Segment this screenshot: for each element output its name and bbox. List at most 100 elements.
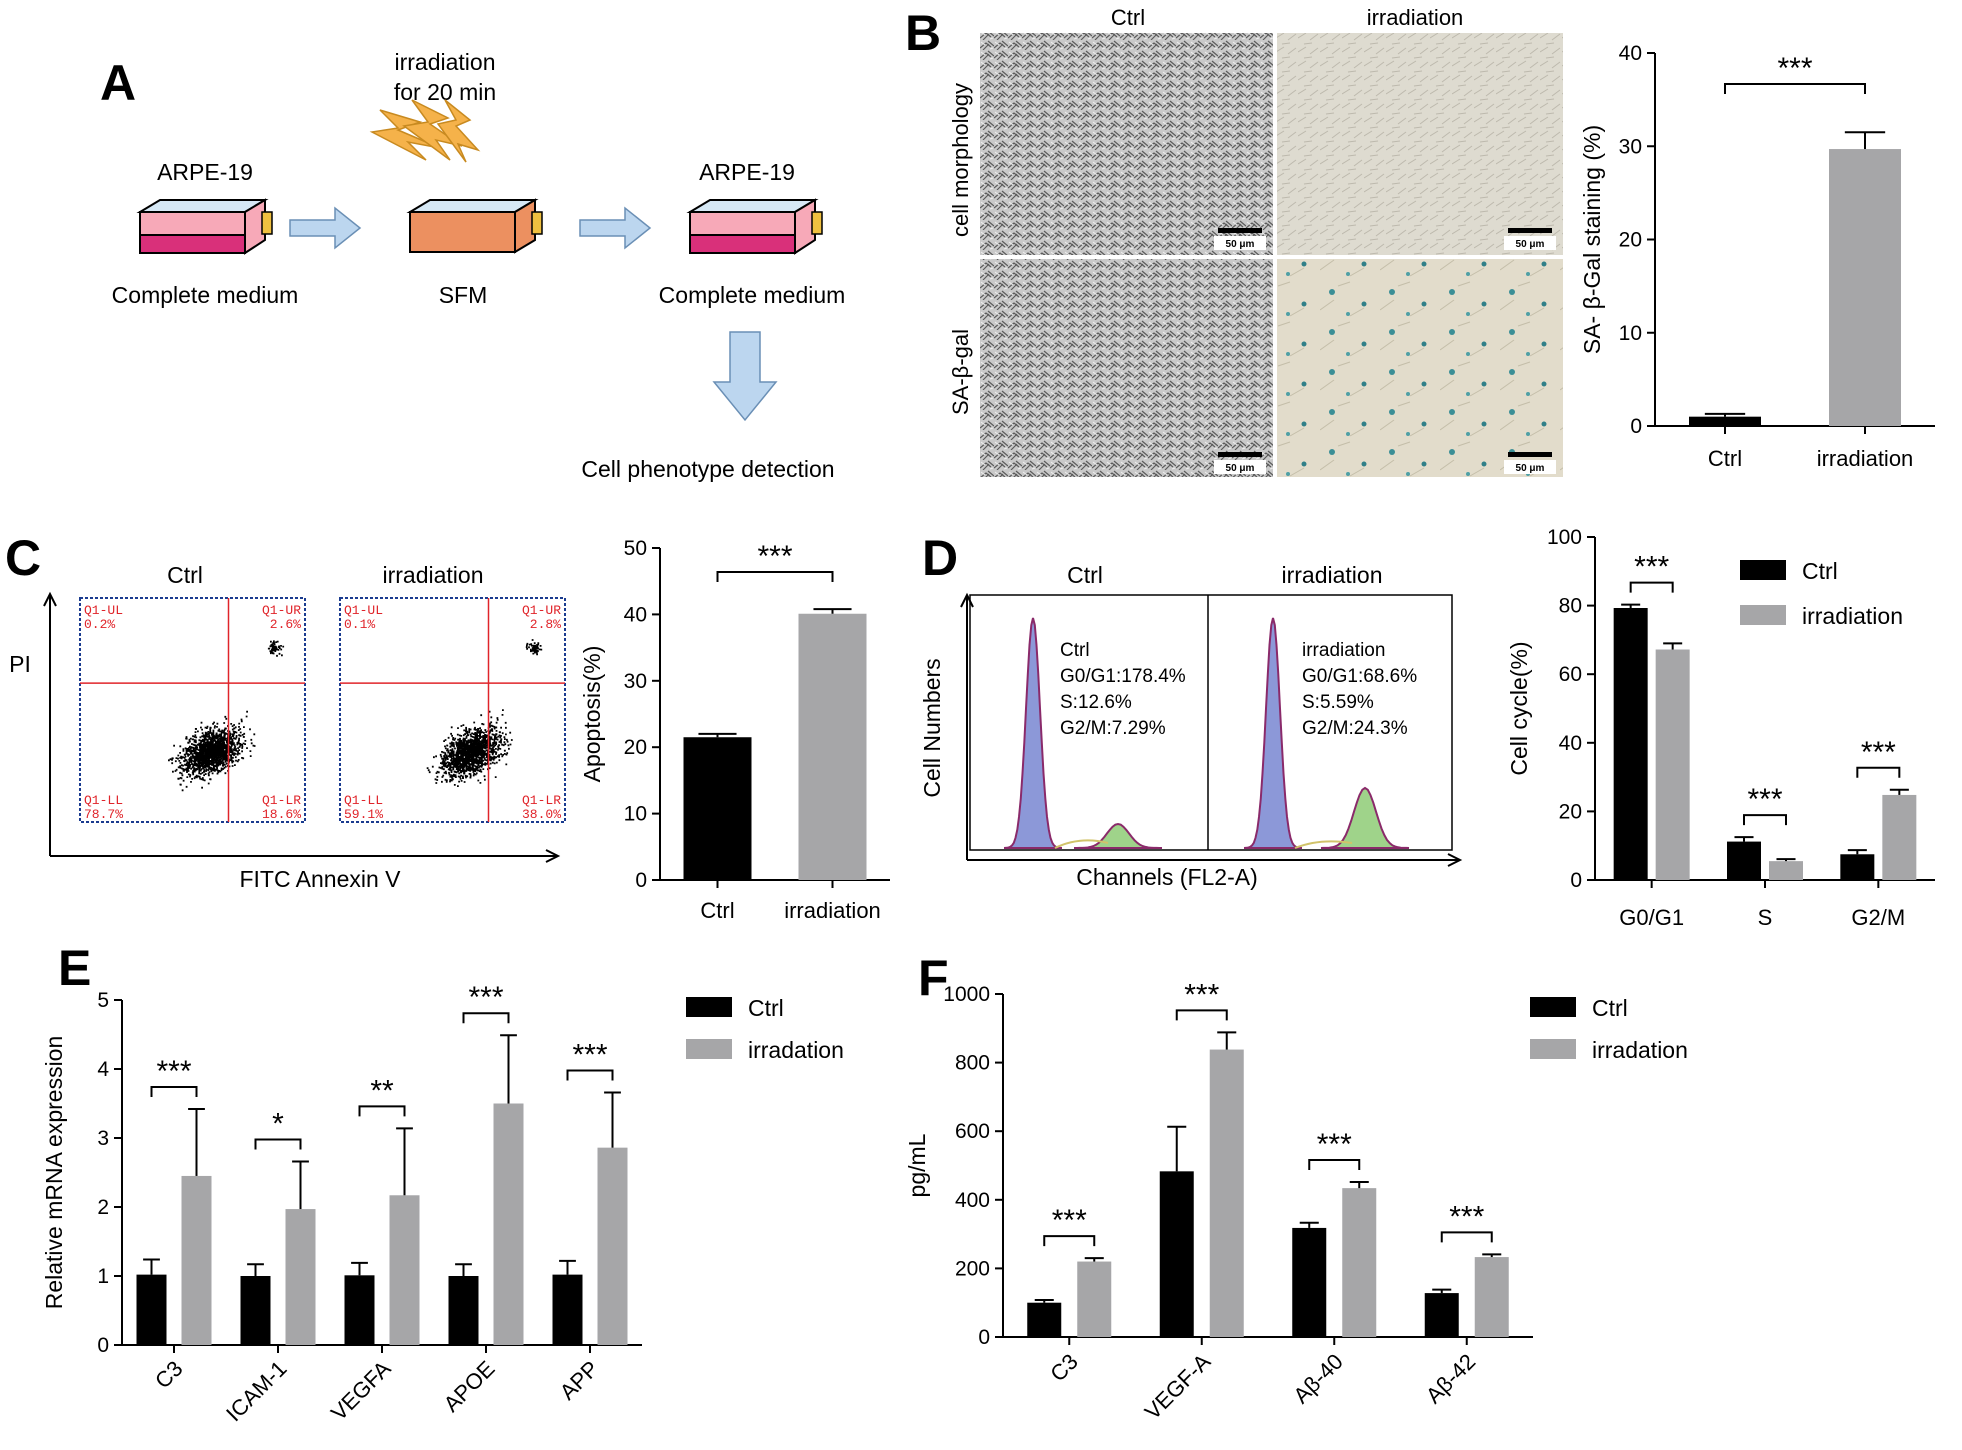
quadrant-label: 2.8% [530,617,561,632]
s-phase-ctrl [1054,839,1109,849]
quadrant-label: 0.2% [84,617,115,632]
flow-events [168,640,285,792]
significance-label: * [272,1107,284,1140]
micrograph-ctrl-morphology [980,33,1273,255]
right-arrow-icon-1 [289,206,362,250]
bar [493,1103,524,1345]
y-tick-label: 0 [97,1334,109,1357]
panel-e-letter: E [58,940,91,996]
legend-swatch [1530,1039,1576,1059]
quadrant-label: 18.6% [262,807,301,822]
micrograph-irr-sagal [1277,259,1563,477]
y-tick-label: 40 [1619,42,1642,65]
hist-x-arrow [1447,853,1463,867]
svg-text:50 μm: 50 μm [1226,239,1255,250]
flask-complete-medium-icon-2 [686,198,823,255]
bar [448,1276,479,1345]
legend-swatch [1740,605,1786,625]
bar [1689,416,1761,426]
significance-bracket [1308,1158,1361,1170]
x-tick-label: Aβ-42 [1421,1349,1480,1408]
legend-swatch [686,997,732,1017]
svg-text:S:12.6%: S:12.6% [1060,692,1132,713]
right-arrow-icon-2 [579,206,652,250]
flow-title-irr: irradiation [383,562,484,588]
hist-ylabel: Cell Numbers [919,658,945,797]
flask-complete-medium-icon [136,198,273,255]
y-axis-label: pg/mL [904,1133,930,1197]
down-arrow-icon [712,331,778,422]
y-tick-label: 4 [97,1058,109,1081]
hist-y-arrow [960,592,974,608]
panel-a: A irradiation for 20 min ARPE-19 Complet… [100,49,845,482]
bar [1159,1171,1194,1337]
svg-text:G2/M:24.3%: G2/M:24.3% [1302,718,1408,739]
x-tick-label: C3 [150,1356,188,1394]
y-tick-label: 10 [1619,322,1642,345]
significance-bracket [1629,581,1674,593]
significance-bracket [1440,1231,1493,1243]
y-tick-label: 60 [1559,663,1582,686]
significance-bracket [1743,814,1787,826]
bar [1829,149,1901,427]
y-axis-label: Relative mRNA expression [41,1036,67,1310]
svg-text:50 μm: 50 μm [1516,463,1545,474]
chart-b-sagal: 0 10 20 30 40 SA- β-Gal staining (%) Ctrl irrad… [1579,42,1935,471]
y-tick-label: 30 [1619,135,1642,158]
y-tick-label: 3 [97,1127,109,1150]
svg-text:irradiation: irradiation [1302,640,1385,661]
bar [240,1276,271,1345]
quadrant-label: 2.6% [270,617,301,632]
x-tick-label: S [1758,905,1773,930]
y-tick-label: 400 [955,1189,990,1212]
y-tick-label: 800 [955,1052,990,1075]
x-tick-label: irradiation [1817,446,1914,471]
micrograph-row-morphology: cell morphology [948,83,973,237]
bar [389,1195,420,1345]
y-axis-label: SA- β-Gal staining (%) [1579,125,1605,354]
x-tick-label: G0/G1 [1619,905,1684,930]
bar [798,613,867,880]
bar [552,1274,583,1345]
x-tick-label: G2/M [1851,905,1905,930]
significance-bracket [1043,1235,1096,1247]
scale-bar-1: 50 μm [1214,228,1266,250]
flow-axis-arrows [43,591,561,863]
legend-label: Ctrl [748,995,784,1021]
significance-label: *** [156,1055,191,1088]
g2m-peak-ctrl [1074,822,1162,849]
flow-frame [339,597,566,823]
svg-text:G2/M:7.29%: G2/M:7.29% [1060,718,1166,739]
bar [136,1274,167,1345]
significance-label: *** [1184,978,1219,1011]
legend-label: Ctrl [1802,558,1838,584]
quadrant-label: Q1-LR [522,793,561,808]
significance-label: *** [1634,551,1669,584]
quadrant-label: Q1-LL [344,793,383,808]
legend-label: Ctrl [1592,995,1628,1021]
y-tick-label: 100 [1547,526,1582,549]
significance-label: *** [468,981,503,1014]
quadrant-label: 59.1% [344,807,383,822]
phenotype-label: Cell phenotype detection [581,456,834,482]
y-tick-label: 200 [955,1257,990,1280]
panel-c-letter: C [5,530,41,586]
bar [1727,841,1761,880]
flow-ylabel: PI [9,651,31,677]
y-tick-label: 40 [1559,732,1582,755]
legend-swatch [1530,997,1576,1017]
significance-bracket [1175,1009,1228,1021]
y-axis-label: Apoptosis(%) [579,646,605,783]
legend-label: irradation [748,1037,844,1063]
significance-bracket [150,1086,198,1098]
flow-title-ctrl: Ctrl [167,562,203,588]
chart-f-elisa: 0 200 400 600 800 1000 pg/mL C3 VEGF-A Aβ-40 Aβ-42… [904,978,1688,1424]
y-tick-label: 2 [97,1196,109,1219]
hist-title-irr: irradiation [1282,562,1383,588]
bar [1209,1049,1244,1337]
bar [597,1147,628,1345]
significance-label: *** [1861,736,1896,769]
medium-label-3: Complete medium [659,282,846,308]
